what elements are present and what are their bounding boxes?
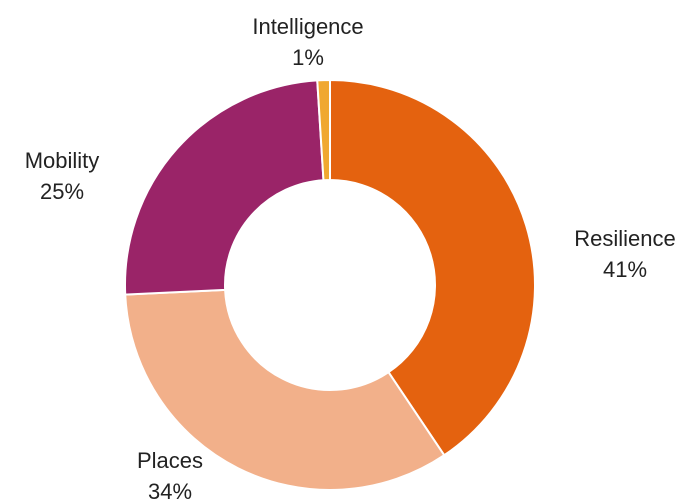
donut-slice [124,79,325,296]
slice-label: Resilience [574,226,676,251]
slice-label: Mobility [25,148,100,173]
donut-slice [329,78,536,457]
slice-value-label: 25% [40,179,84,204]
donut-slice [124,288,446,491]
slice-value-label: 34% [148,479,192,501]
slice-value-label: 41% [603,257,647,282]
slice-label: Intelligence [252,14,363,39]
slice-label: Places [137,448,203,473]
donut-slice [316,78,331,182]
slice-value-label: 1% [292,45,324,70]
